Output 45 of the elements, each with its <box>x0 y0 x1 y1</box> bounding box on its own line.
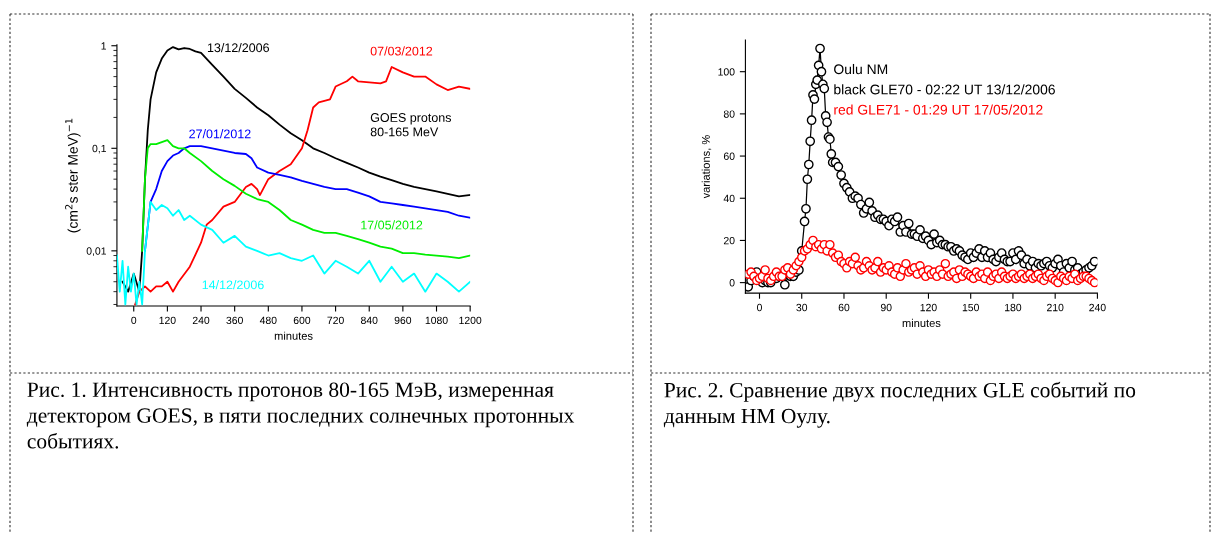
y-tick-label: 0,1 <box>92 144 106 154</box>
annotation: GOES protons 80-165 MeV <box>370 113 452 137</box>
x-axis-title: minutes <box>274 331 313 340</box>
x-tick-label: 120 <box>920 303 937 312</box>
x-tick-label: 1200 <box>459 316 482 325</box>
x-tick-label: 60 <box>838 303 850 312</box>
x-axis-title: minutes <box>902 318 941 328</box>
y-tick-label: 0 <box>729 279 735 287</box>
x-tick-label: 90 <box>880 303 892 312</box>
y-axis-title: variations, % <box>701 135 712 199</box>
series-label: black GLE70 - 02:22 UT 13/12/2006 <box>834 84 1055 95</box>
x-tick-label: 0 <box>131 316 137 325</box>
x-tick-label: 180 <box>1005 303 1022 312</box>
y-tick-label: 60 <box>723 152 735 160</box>
series-label: 27/01/2012 <box>189 129 251 139</box>
line-series <box>134 66 471 306</box>
text: Рис. 2. Сравнение двух последних GLE событий по данным НМ Оулу. <box>663 381 1136 428</box>
x-tick-label: 1080 <box>425 316 448 325</box>
annotation: Oulu NM <box>834 63 888 75</box>
text: Рис. 1. Интенсивность протонов 80-165 МэВ, измеренная детектором GOES, в пяти последних солнечных протонных событиях. <box>26 382 575 449</box>
x-tick-label: 30 <box>796 303 808 312</box>
y-tick-label: 80 <box>723 110 735 118</box>
series-label: 14/12/2006 <box>202 280 264 290</box>
x-tick-label: 0 <box>757 303 762 312</box>
series-label: 17/05/2012 <box>361 220 423 230</box>
x-tick-label: 600 <box>293 316 311 325</box>
x-tick-label: 240 <box>192 316 210 325</box>
x-tick-label: 210 <box>1047 303 1064 312</box>
text: red GLE71 - 01:29 UT 17/05/2012 <box>834 104 1043 115</box>
y-tick-label: 1 <box>101 42 106 50</box>
x-tick-label: 840 <box>360 316 378 325</box>
x-tick-label: 480 <box>259 316 277 325</box>
y-tick-label: 20 <box>723 236 735 245</box>
x-tick-label: 150 <box>962 303 979 312</box>
y-axis-title: (cm$^{2}$s ster MeV)$^{−1}$ <box>65 118 81 233</box>
y-tick-label: 100 <box>718 68 735 76</box>
y-tick-label: 40 <box>723 194 735 203</box>
series-label: 13/12/2006 <box>207 42 270 53</box>
x-tick-label: 360 <box>226 316 243 325</box>
series-label: 07/03/2012 <box>370 46 433 56</box>
x-tick-label: 960 <box>394 316 412 325</box>
x-tick-label: 240 <box>1089 303 1106 312</box>
x-tick-label: 720 <box>327 316 344 325</box>
x-tick-label: 120 <box>159 316 176 325</box>
y-tick-label: 0,01 <box>86 247 106 256</box>
